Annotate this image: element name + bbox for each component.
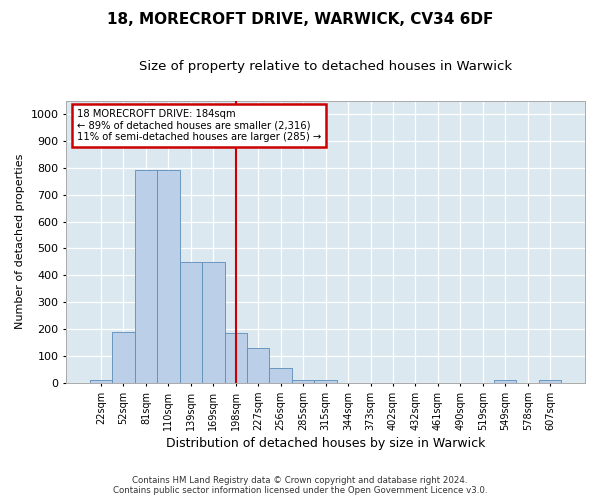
Bar <box>134 170 157 383</box>
Bar <box>90 380 112 383</box>
Bar <box>292 380 314 383</box>
Bar <box>247 348 269 383</box>
Text: 18 MORECROFT DRIVE: 184sqm
← 89% of detached houses are smaller (2,316)
11% of s: 18 MORECROFT DRIVE: 184sqm ← 89% of deta… <box>77 109 321 142</box>
Text: Contains HM Land Registry data © Crown copyright and database right 2024.
Contai: Contains HM Land Registry data © Crown c… <box>113 476 487 495</box>
Bar <box>539 380 562 383</box>
Bar <box>157 170 179 383</box>
Y-axis label: Number of detached properties: Number of detached properties <box>15 154 25 330</box>
Bar <box>112 332 134 383</box>
Bar <box>179 262 202 383</box>
X-axis label: Distribution of detached houses by size in Warwick: Distribution of detached houses by size … <box>166 437 485 450</box>
Bar <box>494 380 517 383</box>
Title: Size of property relative to detached houses in Warwick: Size of property relative to detached ho… <box>139 60 512 73</box>
Bar <box>314 380 337 383</box>
Bar <box>269 368 292 383</box>
Bar <box>202 262 224 383</box>
Text: 18, MORECROFT DRIVE, WARWICK, CV34 6DF: 18, MORECROFT DRIVE, WARWICK, CV34 6DF <box>107 12 493 28</box>
Bar <box>224 333 247 383</box>
